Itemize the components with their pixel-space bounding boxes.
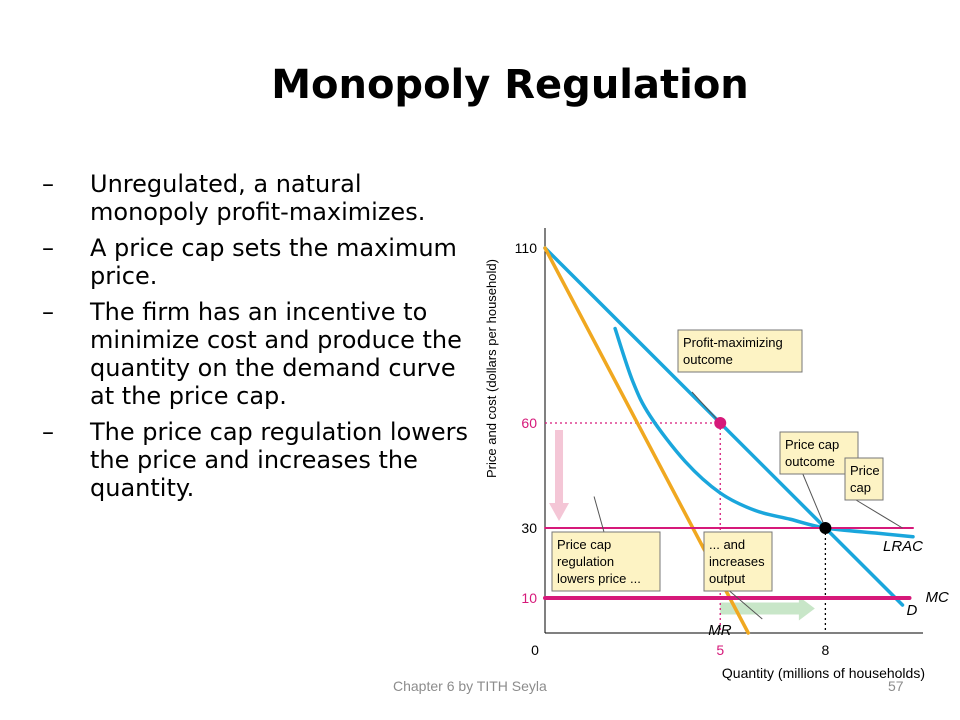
slide-title: Monopoly Regulation [271,62,749,108]
bullet-text: The price cap regulation lowers the pric… [90,418,469,502]
x-tick-label: 8 [821,642,829,658]
annotation-leader-3 [593,496,605,533]
bullet-text: The firm has an incentive to minimize co… [90,298,462,410]
bullet-item: – A price cap sets the maximum price. [40,234,470,290]
annotation-text: Price cap [557,537,611,552]
annotation-text: regulation [557,554,614,569]
y-tick-label: 60 [521,415,537,431]
bullet-item: – Unregulated, a natural monopoly profit-… [40,170,470,226]
chart-point-0 [714,417,727,429]
x-tick-label: 0 [531,642,539,658]
y-tick-label: 30 [521,520,537,536]
series-label-mc: MC [925,589,948,606]
annotation-text: increases [709,554,765,569]
annotation-text: outcome [683,352,733,367]
annotation-leader-0 [691,391,721,424]
annotation-leader-1 [801,471,826,529]
annotation-box-4 [703,531,773,592]
x-axis-label: Quantity (millions of households) [722,665,925,681]
y-axis-label: Price and cost (dollars per household) [484,259,499,478]
bullet-text: Unregulated, a natural monopoly profit-m… [90,170,426,226]
footer-page-number: 57 [888,678,904,694]
x-tick-label: 5 [716,642,724,658]
annotation-text: outcome [785,454,835,469]
bullet-dash: – [42,418,54,446]
series-label-lrac: LRAC [883,538,923,555]
bullet-item: – The firm has an incentive to minimize c… [40,298,470,410]
annotation-text: Price cap [785,437,839,452]
footer-chapter: Chapter 6 by TITH Seyla [393,678,547,694]
annotation-text: cap [850,480,871,495]
bullet-dash: – [42,298,54,326]
annotation-box-3 [551,531,661,592]
chart-arrow-1 [720,596,815,621]
bullet-text: A price cap sets the maximum price. [90,234,457,290]
annotation-text: ... and [709,537,745,552]
chart-arrow-0 [549,430,570,521]
series-label-mr: MR [708,622,731,639]
bullet-list: – Unregulated, a natural monopoly profit-… [40,170,470,510]
chart-point-1 [819,522,832,534]
annotation-leader-2 [855,499,903,529]
y-tick-label: 10 [521,590,537,606]
series-label-d: D [906,602,917,619]
annotation-text: Profit-maximizing [683,335,783,350]
bullet-dash: – [42,170,54,198]
annotation-text: output [709,571,746,586]
bullet-item: – The price cap regulation lowers the pri… [40,418,470,502]
bullet-dash: – [42,234,54,262]
y-tick-label: 110 [515,240,538,256]
annotation-box-2 [844,457,884,501]
series-lrac [613,326,915,539]
annotation-text: lowers price ... [557,571,641,586]
annotation-box-0 [677,329,803,373]
annotation-text: Price [850,463,880,478]
